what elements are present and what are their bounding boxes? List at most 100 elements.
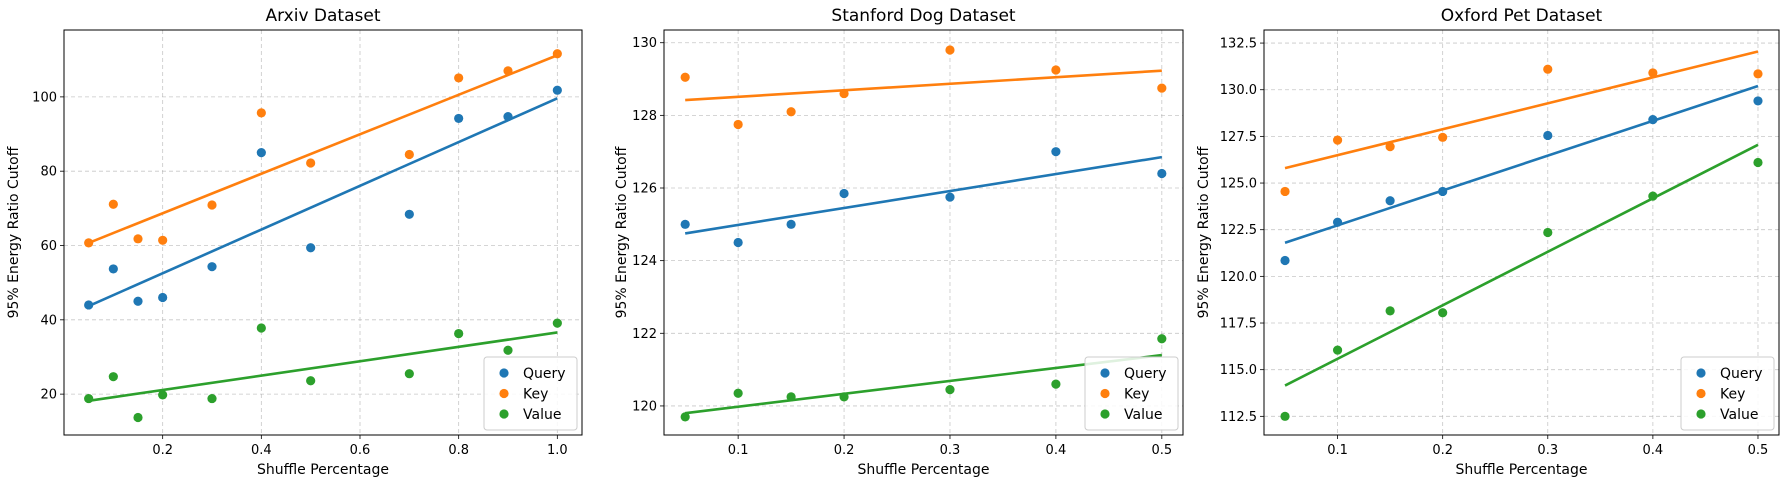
chart-0-key-point-3 — [158, 235, 168, 245]
chart-1-query-point-4 — [945, 192, 955, 202]
chart-0-query-fit-line — [88, 97, 558, 308]
chart-0-y-tick-label-2: 60 — [40, 239, 57, 254]
chart-1-x-tick-label-1: 0.2 — [834, 443, 855, 458]
chart-2-legend-marker-query — [1696, 368, 1706, 378]
chart-0-key-fit-line — [88, 54, 558, 245]
chart-2-y-tick-label-6: 127.5 — [1220, 130, 1257, 145]
chart-stanford-dog: 0.1 0.2 0.3 0.4 0.5 120 122 124 126 128 130 Stanfor… — [597, 0, 1194, 488]
chart-2-query-point-4 — [1543, 130, 1553, 141]
chart-2-y-tick-label-2: 117.5 — [1220, 317, 1257, 332]
chart-1-key-point-0 — [680, 72, 690, 82]
chart-2-value-point-6 — [1753, 157, 1763, 168]
chart-0-query-point-9 — [503, 111, 513, 122]
chart-2-legend-marker-value — [1696, 409, 1706, 419]
chart-0-query-point-10 — [552, 85, 562, 95]
chart-0-y-tick-label-1: 40 — [40, 313, 57, 328]
chart-0-y-axis-label: 95% Energy Ratio Cutoff — [6, 146, 22, 318]
chart-2-query-point-1 — [1332, 217, 1343, 227]
chart-1-value-point-1 — [733, 388, 743, 398]
chart-0-y-tick-label-4: 100 — [32, 90, 57, 105]
chart-2-title: Oxford Pet Dataset — [1441, 6, 1603, 26]
chart-2-y-axis-label: 95% Energy Ratio Cutoff — [1196, 146, 1212, 318]
chart-0-value-point-6 — [306, 376, 316, 386]
chart-0-y-tick-label-0: 20 — [40, 388, 57, 403]
chart-0-query-point-0 — [84, 300, 94, 310]
chart-0-key-point-8 — [454, 73, 464, 83]
chart-2-axes-frame — [1263, 29, 1780, 436]
chart-0-query-point-7 — [404, 209, 414, 219]
chart-0-legend-label-key: Key — [523, 387, 548, 403]
chart-1-x-tick-label-2: 0.3 — [940, 443, 961, 458]
chart-2-x-tick-label-1: 0.2 — [1432, 443, 1453, 458]
chart-2-legend-label-value: Value — [1720, 407, 1758, 423]
chart-2-key-point-3 — [1438, 132, 1448, 142]
chart-1-query-point-5 — [1051, 147, 1061, 157]
chart-0-value-point-9 — [503, 345, 513, 355]
chart-1-y-tick-label-0: 120 — [632, 399, 657, 414]
chart-0-query-point-5 — [256, 148, 266, 158]
chart-2-y-tick-label-7: 130.0 — [1220, 83, 1257, 98]
chart-2-key-point-5 — [1648, 68, 1658, 78]
chart-0-key-point-4 — [207, 200, 217, 210]
chart-1-legend-label-query: Query — [1124, 366, 1167, 382]
chart-2-value-point-5 — [1648, 191, 1658, 201]
chart-1-value-point-3 — [839, 392, 849, 402]
chart-0-value-point-2 — [133, 412, 143, 423]
chart-1-value-fit-line — [685, 353, 1162, 415]
chart-arxiv-svg: 0.2 0.4 0.6 0.8 1.0 20 40 60 80 100 Arxiv Dataset S… — [6, 6, 583, 478]
chart-2-x-axis-label: Shuffle Percentage — [1456, 462, 1588, 478]
chart-2-query-point-3 — [1438, 186, 1448, 197]
chart-2-x-tick-label-3: 0.4 — [1643, 443, 1664, 458]
chart-2-value-point-2 — [1385, 306, 1395, 316]
chart-0-title: Arxiv Dataset — [266, 6, 381, 26]
chart-2-x-tick-label-0: 0.1 — [1327, 443, 1348, 458]
chart-2-key-point-0 — [1280, 186, 1290, 197]
chart-0-value-point-0 — [84, 393, 94, 404]
chart-1-query-point-6 — [1157, 168, 1167, 179]
chart-2-x-tick-label-4: 0.5 — [1748, 443, 1769, 458]
chart-1-value-point-6 — [1157, 334, 1167, 344]
chart-1-legend-marker-value — [1100, 409, 1110, 419]
chart-2-value-point-3 — [1438, 308, 1448, 318]
chart-arxiv: 0.2 0.4 0.6 0.8 1.0 20 40 60 80 100 Arxiv Dataset S… — [0, 0, 597, 488]
chart-0-value-point-10 — [552, 318, 562, 328]
chart-1-y-axis-label: 95% Energy Ratio Cutoff — [614, 146, 630, 318]
chart-1-y-tick-label-3: 126 — [632, 182, 657, 197]
chart-0-query-point-6 — [306, 243, 316, 253]
chart-1-value-point-0 — [680, 412, 690, 422]
chart-1-value-point-2 — [786, 392, 796, 402]
chart-2-x-tick-label-2: 0.3 — [1537, 443, 1558, 458]
chart-1-legend-marker-query — [1100, 368, 1110, 378]
chart-1-legend-label-value: Value — [1124, 407, 1162, 423]
chart-0-x-tick-label-4: 1.0 — [547, 443, 568, 458]
chart-1-key-point-6 — [1157, 83, 1167, 93]
chart-2-y-tick-label-4: 122.5 — [1220, 223, 1257, 238]
chart-2-key-fit-line — [1284, 50, 1759, 170]
chart-1-x-tick-label-4: 0.5 — [1151, 443, 1172, 458]
chart-0-legend-marker-key — [499, 388, 509, 399]
chart-0-key-point-10 — [552, 49, 562, 59]
chart-0-y-tick-label-3: 80 — [40, 165, 57, 180]
chart-1-query-point-1 — [733, 237, 743, 248]
chart-1-x-tick-label-3: 0.4 — [1046, 443, 1067, 458]
chart-0-key-point-0 — [84, 238, 94, 248]
chart-oxford-pet: 0.1 0.2 0.3 0.4 0.5 112.5 115.0 117.5 120.0 122.5… — [1194, 0, 1790, 488]
chart-0-query-point-2 — [133, 296, 143, 306]
chart-2-value-point-1 — [1332, 345, 1343, 355]
chart-2-key-point-2 — [1385, 142, 1395, 152]
chart-1-key-fit-line — [685, 69, 1162, 102]
chart-1-key-point-1 — [733, 119, 743, 130]
chart-0-value-fit-line — [88, 331, 558, 403]
chart-1-x-tick-label-0: 0.1 — [728, 443, 749, 458]
chart-2-y-tick-label-3: 120.0 — [1220, 270, 1257, 285]
chart-1-query-point-0 — [680, 219, 690, 229]
chart-2-key-point-1 — [1332, 135, 1343, 145]
chart-0-legend-label-query: Query — [523, 366, 566, 382]
chart-2-query-point-0 — [1280, 255, 1290, 266]
chart-1-value-point-5 — [1051, 379, 1061, 389]
chart-0-query-point-8 — [454, 113, 464, 124]
chart-2-y-tick-label-0: 112.5 — [1220, 410, 1257, 425]
chart-0-x-tick-label-1: 0.4 — [251, 443, 272, 458]
chart-stanford-dog-svg: 0.1 0.2 0.3 0.4 0.5 120 122 124 126 128 130 Stanfor… — [614, 6, 1184, 478]
